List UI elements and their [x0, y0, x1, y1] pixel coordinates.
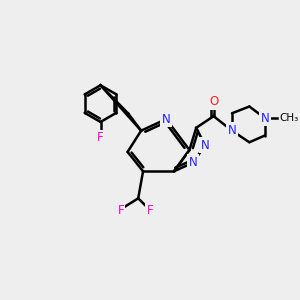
Text: N: N: [228, 124, 236, 137]
Text: N: N: [260, 112, 269, 124]
Text: N: N: [200, 139, 209, 152]
Text: N: N: [162, 112, 171, 126]
Text: O: O: [209, 95, 218, 108]
Text: N: N: [189, 156, 198, 169]
Text: F: F: [118, 204, 124, 218]
Text: F: F: [146, 204, 153, 218]
Text: CH₃: CH₃: [279, 113, 298, 123]
Text: F: F: [97, 131, 104, 144]
